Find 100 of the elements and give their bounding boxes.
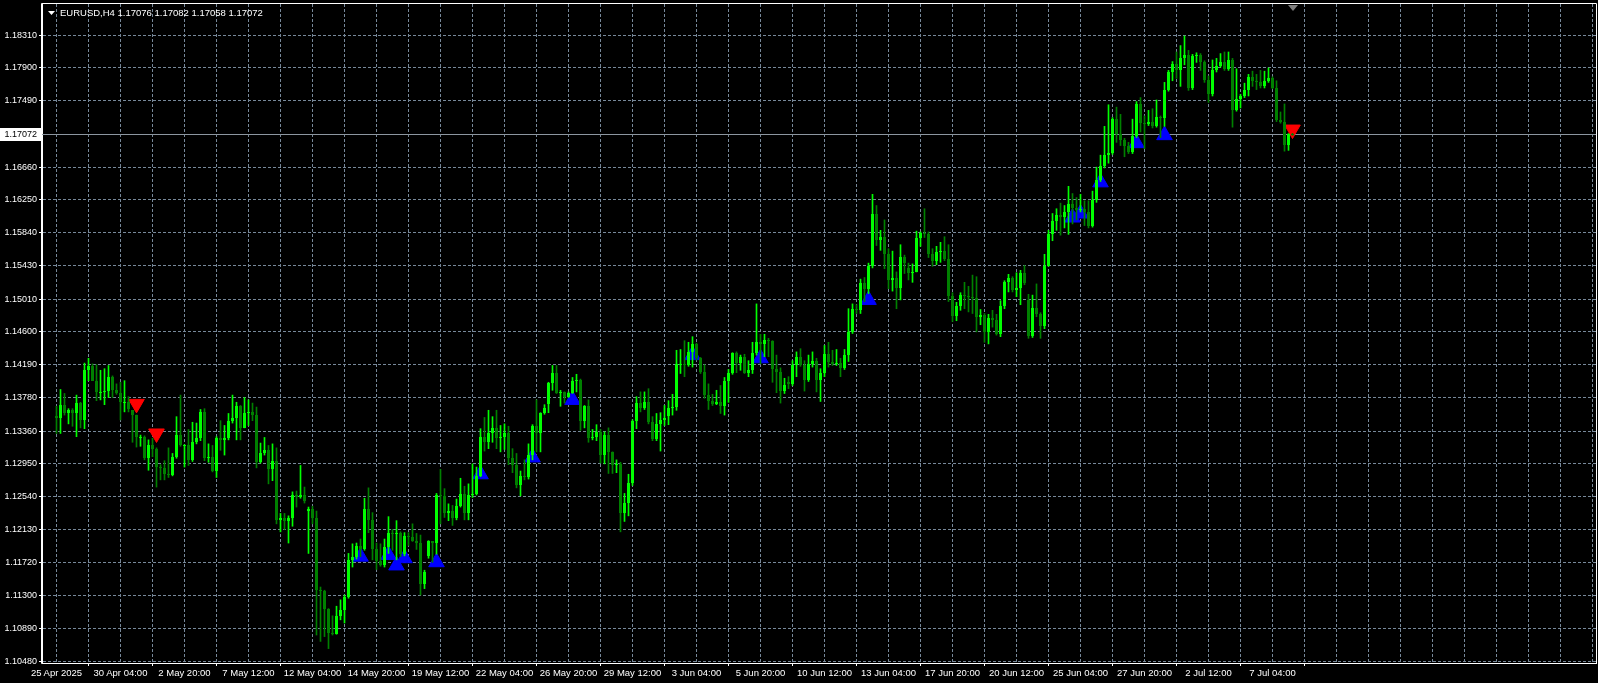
candlestick	[963, 281, 966, 310]
candlestick	[235, 401, 238, 441]
candlestick	[391, 529, 394, 551]
candlestick	[835, 349, 838, 366]
candlestick	[227, 413, 230, 441]
candlestick	[619, 461, 622, 533]
candlestick	[1203, 60, 1206, 83]
candlestick	[123, 380, 126, 413]
candlestick	[851, 303, 854, 334]
candlestick	[659, 412, 662, 452]
candlestick	[855, 304, 858, 314]
candlestick	[1151, 108, 1154, 129]
candlestick	[915, 230, 918, 273]
candlestick	[1051, 213, 1054, 242]
candlestick	[395, 520, 398, 561]
candlestick	[1259, 70, 1262, 89]
candlestick	[1263, 70, 1266, 89]
candlestick	[815, 357, 818, 393]
candlestick	[1239, 94, 1242, 109]
candlestick	[475, 466, 478, 496]
candlestick	[347, 553, 350, 599]
candlestick	[767, 337, 770, 358]
y-tick-label: 1.16660	[4, 161, 37, 172]
candlestick	[707, 383, 710, 410]
candlestick	[447, 503, 450, 521]
candlestick	[1083, 200, 1086, 226]
candlestick	[1095, 166, 1098, 203]
y-tick-label: 1.12130	[4, 523, 37, 534]
x-tick-label: 29 May 12:00	[603, 667, 662, 679]
candlestick	[355, 542, 358, 560]
candlestick	[703, 364, 706, 399]
y-tick-label: 1.11300	[5, 590, 37, 601]
candlestick	[895, 271, 898, 310]
candlestick	[187, 429, 190, 466]
candlestick	[95, 364, 98, 402]
candlestick	[907, 262, 910, 281]
candlestick	[663, 405, 666, 426]
candlestick	[635, 396, 638, 429]
candlestick	[423, 569, 426, 589]
candlestick	[535, 399, 538, 453]
candlestick	[891, 250, 894, 292]
candlestick	[1271, 76, 1274, 90]
candlestick	[519, 470, 522, 497]
candlestick	[263, 437, 266, 456]
candlestick	[751, 341, 754, 374]
candlestick	[987, 313, 990, 345]
candlestick	[267, 445, 270, 485]
candlestick	[507, 425, 510, 465]
candlestick	[971, 274, 974, 314]
candlestick	[899, 244, 902, 301]
x-tick-label: 7 May 12:00	[222, 667, 275, 679]
candlestick	[1075, 197, 1078, 221]
candlestick	[343, 594, 346, 624]
candlestick	[1043, 253, 1046, 330]
candlestick	[279, 513, 282, 533]
candlestick	[951, 292, 954, 322]
candlestick	[1091, 190, 1094, 228]
x-tick-label: 17 Jun 20:00	[925, 667, 980, 679]
candlestick	[827, 341, 830, 368]
candlestick	[675, 349, 678, 411]
candlestick	[1119, 114, 1122, 146]
candlestick	[207, 443, 210, 463]
candlestick	[935, 246, 938, 266]
candlestick	[471, 463, 474, 498]
candlestick	[403, 532, 406, 557]
y-tick-label: 1.14190	[4, 359, 37, 370]
candlestick	[775, 354, 778, 394]
candlestick	[903, 254, 906, 274]
candlestick	[363, 497, 366, 551]
candlestick	[247, 399, 250, 426]
x-tick-label: 2 Jul 12:00	[1185, 667, 1232, 679]
candlestick	[379, 543, 382, 567]
candlestick	[239, 405, 242, 441]
candlestick	[487, 409, 490, 449]
candlestick	[211, 445, 214, 473]
candlestick	[1159, 115, 1162, 138]
candlestick	[287, 515, 290, 544]
point	[860, 290, 877, 305]
candlestick	[327, 608, 330, 649]
candlestick	[87, 357, 90, 382]
candlestick	[171, 453, 174, 477]
candlestick	[427, 540, 430, 559]
candlestick	[947, 244, 950, 302]
candlestick	[979, 309, 982, 326]
candlestick	[223, 425, 226, 456]
candlestick	[763, 333, 766, 358]
candlestick	[919, 231, 922, 247]
candlestick	[1063, 205, 1066, 229]
candlestick	[803, 360, 806, 392]
y-tick-label: 1.15430	[4, 260, 37, 271]
candlestick	[1067, 186, 1070, 235]
candlestick	[1163, 82, 1166, 127]
candlestick	[1007, 273, 1010, 293]
candlestick	[1167, 70, 1170, 92]
candlestick	[691, 336, 694, 368]
candlestick	[463, 485, 466, 521]
candlestick	[655, 413, 658, 441]
candlestick	[1275, 80, 1278, 122]
x-tick-label: 14 May 20:00	[347, 667, 406, 679]
candlestick	[175, 416, 178, 459]
